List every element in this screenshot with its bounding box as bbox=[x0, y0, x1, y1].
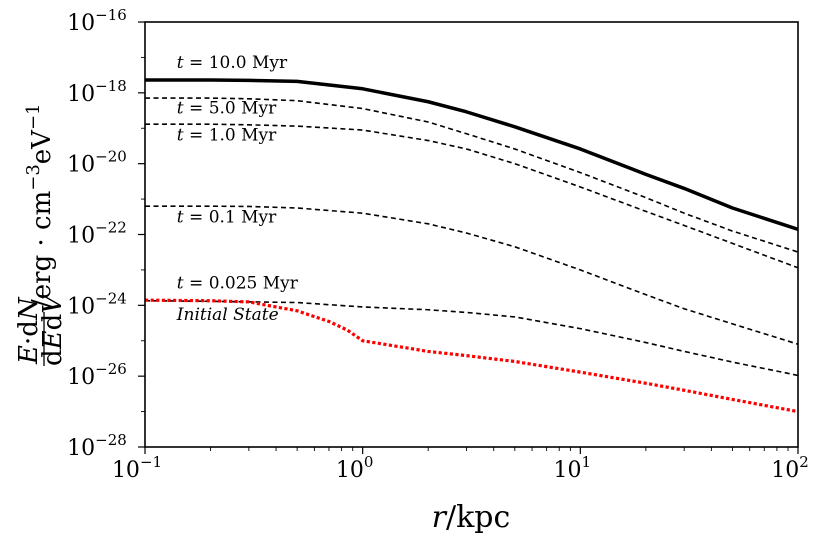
x-axis-title: r/kpc bbox=[432, 500, 511, 535]
y-tick-label: 10−26 bbox=[67, 360, 127, 390]
series-annotation: t = 5.0 Myr bbox=[177, 99, 277, 119]
series-line-t-0-1-myr bbox=[145, 205, 798, 345]
series-line-t-5-0-myr bbox=[145, 97, 798, 253]
y-tick-label: 10−24 bbox=[67, 289, 127, 319]
annotation-layer: t = 10.0 Myr t = 5.0 Myr t = 1.0 Myr t = 0.… bbox=[176, 53, 299, 325]
y-tick-label: 10−22 bbox=[67, 219, 127, 249]
x-tick-label: 101 bbox=[554, 453, 592, 483]
x-tick-label: 10−1 bbox=[112, 453, 162, 483]
series-layer bbox=[145, 78, 798, 414]
x-tick-label: 100 bbox=[336, 453, 374, 483]
series-annotation: t = 10.0 Myr bbox=[177, 53, 288, 73]
ticks-layer: 10−1 100 101 102 10−28 10−26 10−24 10−22 10−20 10… bbox=[67, 6, 809, 483]
y-tick-label: 10−20 bbox=[67, 148, 127, 178]
svg-text:E·dN: E·dN bbox=[14, 296, 44, 365]
series-line-t-1-0-myr bbox=[145, 123, 798, 269]
x-tick-label: 102 bbox=[771, 453, 809, 483]
y-tick-label: 10−18 bbox=[67, 77, 127, 107]
plot-frame bbox=[144, 21, 799, 448]
series-line-t-10-0-myr bbox=[145, 78, 798, 231]
y-tick-label: 10−28 bbox=[67, 431, 127, 461]
series-annotation: t = 0.025 Myr bbox=[177, 273, 299, 293]
series-annotation: Initial State bbox=[176, 305, 279, 325]
svg-text:dEdV: dEdV bbox=[38, 293, 68, 366]
series-annotation: t = 0.1 Myr bbox=[177, 207, 277, 227]
y-tick-label: 10−16 bbox=[67, 6, 127, 36]
series-line-t-0-025-myr bbox=[145, 299, 798, 377]
y-axis-title: E·dN dEdV /erg · cm−3eV−1 bbox=[14, 104, 68, 366]
svg-text:/erg · cm−3eV−1: /erg · cm−3eV−1 bbox=[23, 104, 57, 309]
series-annotation: t = 1.0 Myr bbox=[177, 126, 277, 146]
series-line-initial-state bbox=[145, 298, 798, 414]
